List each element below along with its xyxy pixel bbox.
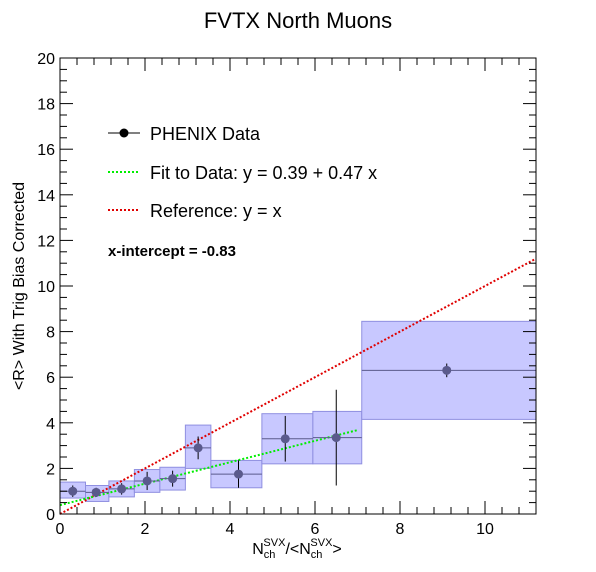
data-point-5 — [193, 443, 203, 453]
data-point-3 — [142, 476, 152, 486]
legend-label-reference: Reference: y = x — [150, 201, 282, 221]
fit-lines — [59, 257, 537, 515]
y-axis-ticks: 0 2 4 6 8 10 12 14 16 18 20 — [37, 51, 536, 524]
x-tick-label: 10 — [476, 521, 494, 538]
legend-label-data: PHENIX Data — [150, 124, 261, 144]
data-point-4 — [168, 474, 178, 484]
legend: PHENIX Data Fit to Data: y = 0.39 + 0.47… — [108, 124, 377, 221]
fit-line — [59, 429, 358, 507]
data-point-0 — [68, 486, 78, 496]
y-tick-label: 18 — [37, 97, 55, 114]
legend-data-marker — [119, 128, 129, 138]
data-point-8 — [331, 433, 341, 443]
data-point-9 — [442, 365, 452, 375]
y-tick-label: 4 — [46, 416, 55, 433]
y-tick-label: 14 — [37, 188, 55, 205]
legend-label-fit: Fit to Data: y = 0.39 + 0.47 x — [150, 163, 377, 183]
y-tick-label: 8 — [46, 325, 55, 342]
x-tick-label: 6 — [311, 521, 320, 538]
x-tick-label: 2 — [141, 521, 150, 538]
data-points — [60, 363, 536, 497]
y-tick-label: 2 — [46, 461, 55, 478]
y-tick-label: 10 — [37, 279, 55, 296]
systematic-boxes — [59, 320, 537, 502]
y-tick-label: 16 — [37, 142, 55, 159]
y-axis-label: <R> With Trig Bias Corrected — [11, 182, 28, 390]
data-point-7 — [280, 434, 290, 444]
x-intercept-annotation: x-intercept = -0.83 — [108, 243, 236, 260]
chart-title: FVTX North Muons — [204, 8, 392, 33]
y-tick-label: 20 — [37, 51, 55, 68]
x-axis-label: NchSVX/<NchSVX> — [252, 537, 342, 561]
x-tick-label: 4 — [226, 521, 235, 538]
data-point-1 — [91, 487, 101, 497]
x-tick-label: 8 — [396, 521, 405, 538]
data-point-6 — [234, 469, 243, 479]
y-tick-label: 0 — [46, 507, 55, 524]
x-tick-label: 0 — [56, 521, 65, 538]
y-tick-label: 12 — [37, 233, 55, 250]
y-tick-label: 6 — [46, 370, 55, 387]
x-axis-ticks: 0 2 4 6 8 10 — [56, 58, 537, 538]
data-point-2 — [117, 484, 127, 494]
